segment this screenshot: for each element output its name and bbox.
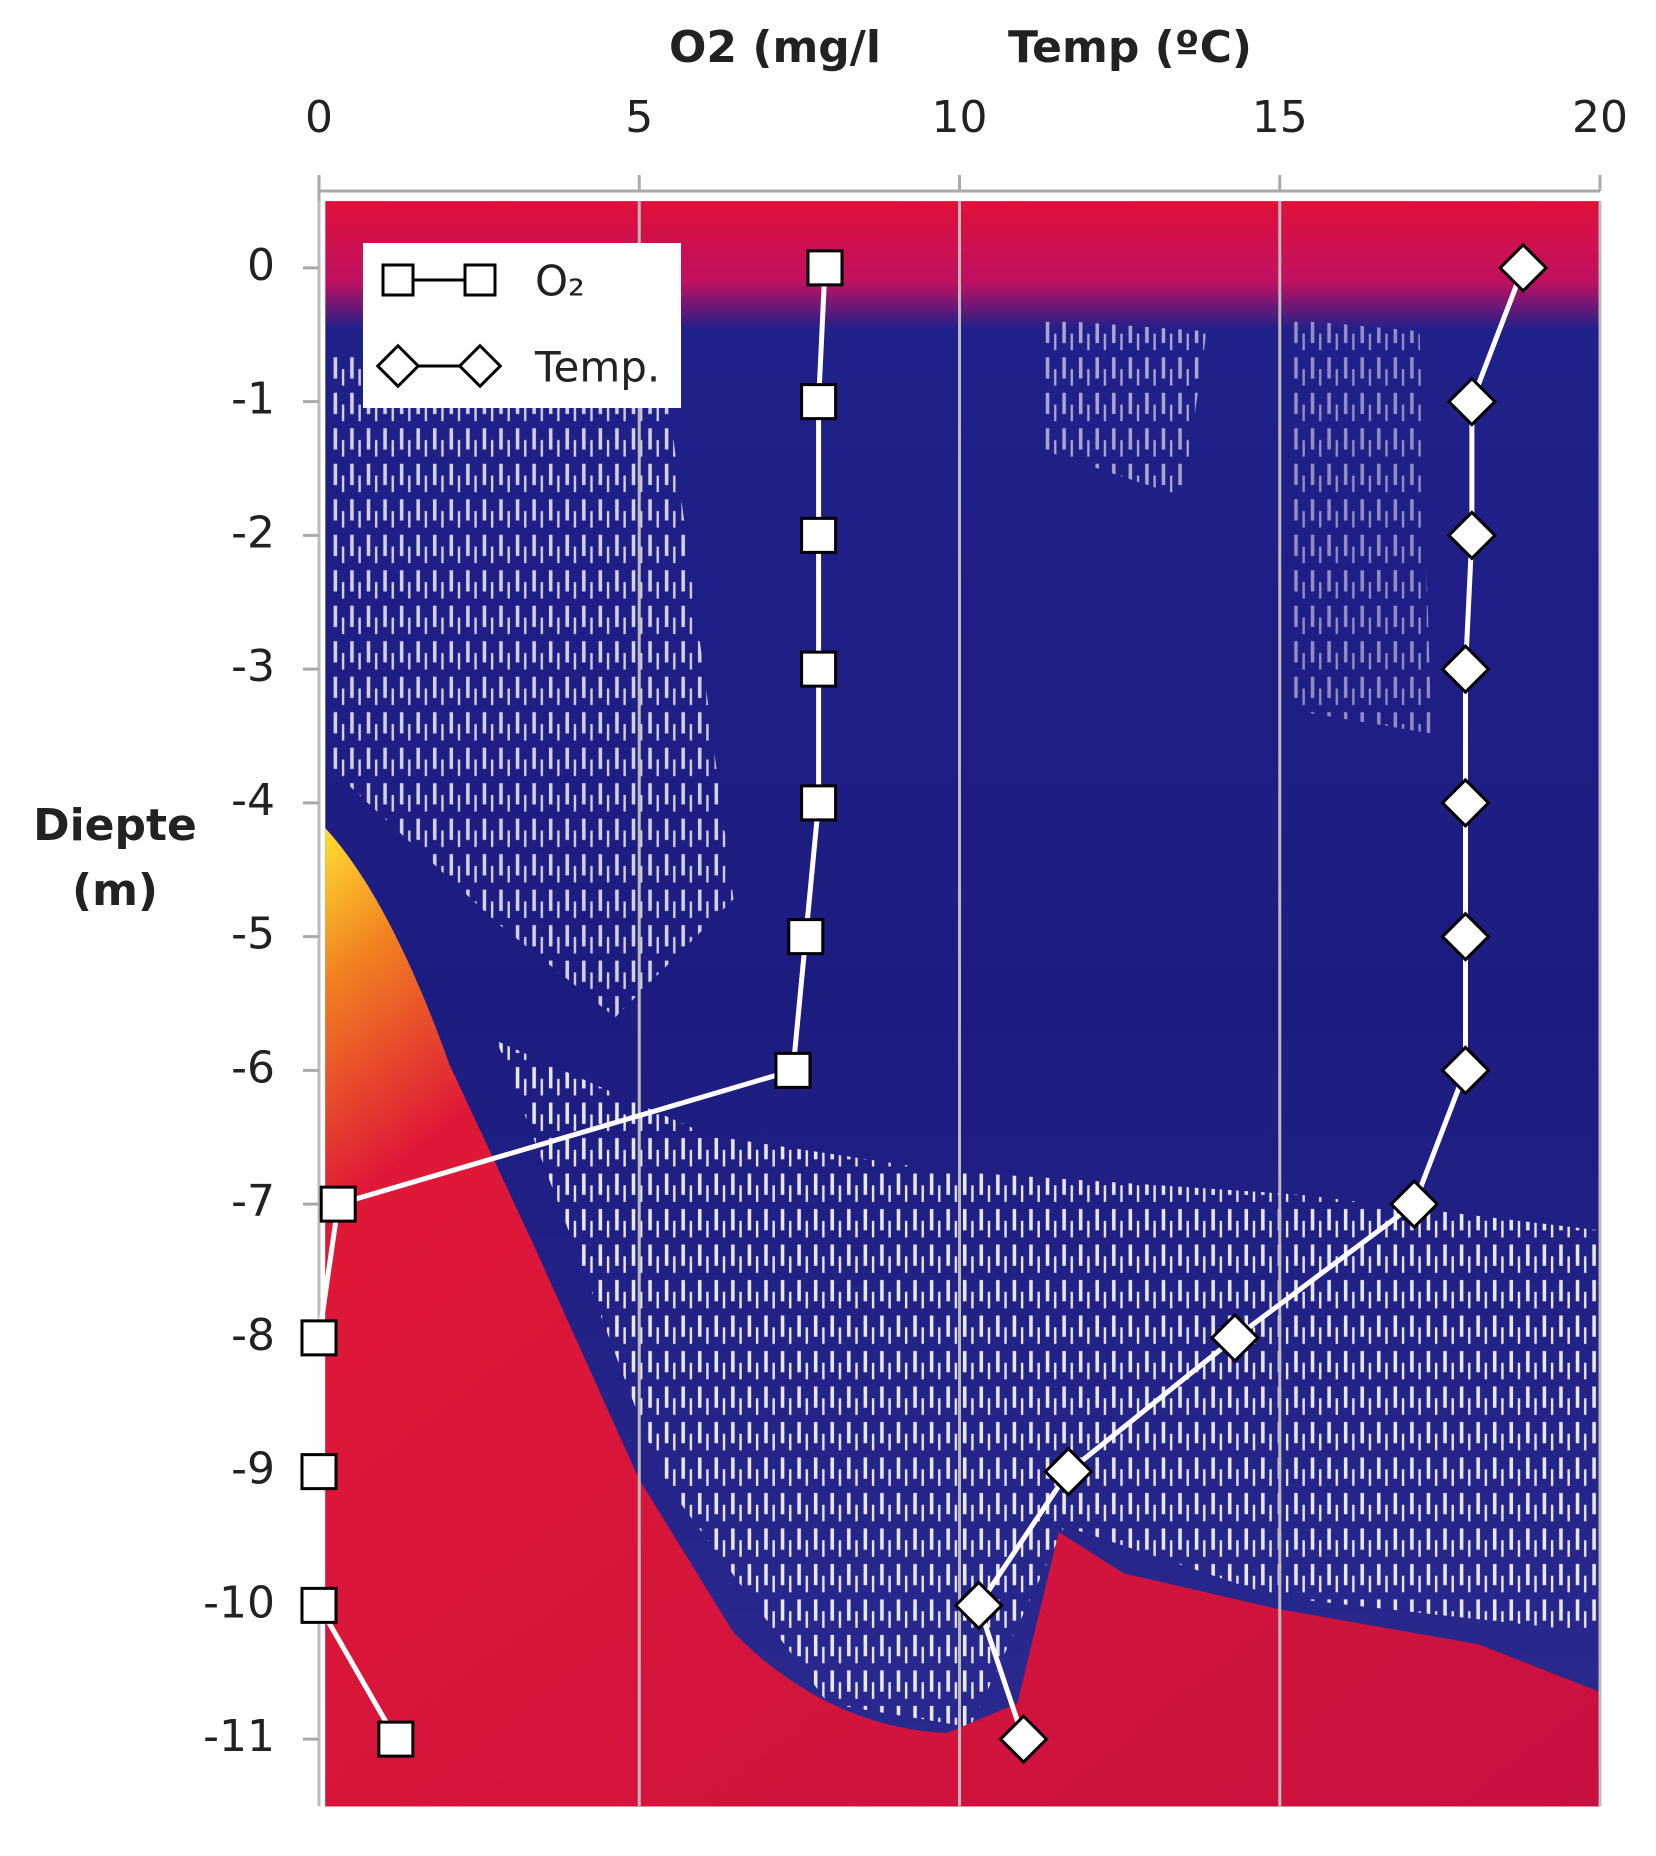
point <box>1498 242 1549 293</box>
point <box>774 1051 812 1089</box>
point <box>300 1453 338 1491</box>
y-tick-label: -11 <box>203 1711 275 1762</box>
axis-titles: O2 (mg/l Temp (ºC) Diepte (m) <box>33 22 1252 916</box>
point <box>1446 510 1497 561</box>
point <box>800 383 838 421</box>
y-tick-label: -1 <box>231 374 275 425</box>
y-axis-title: (m) <box>72 865 158 916</box>
legend: O₂ Temp. <box>363 243 681 408</box>
echogram-background <box>325 201 1600 1807</box>
x-tick-label: 0 <box>305 92 333 143</box>
point <box>300 1319 338 1357</box>
y-tick-label: -2 <box>231 507 275 558</box>
point <box>1389 1179 1440 1230</box>
y-tick-label: -10 <box>203 1577 275 1628</box>
y-tick-label: -9 <box>231 1444 275 1495</box>
y-axis-title: Diepte <box>33 800 197 851</box>
y-tick-label: 0 <box>247 240 275 291</box>
point <box>319 1185 357 1223</box>
point <box>1440 911 1491 962</box>
legend-label: Temp. <box>534 343 660 392</box>
point <box>1440 777 1491 828</box>
x-axis-title: Temp (ºC) <box>1008 22 1252 73</box>
series-line <box>316 267 828 1741</box>
point <box>300 1586 338 1624</box>
point <box>381 263 415 297</box>
x-tick-label: 20 <box>1572 92 1628 143</box>
point <box>1446 376 1497 427</box>
x-tick-label: 15 <box>1252 92 1308 143</box>
y-tick-label: -6 <box>231 1042 275 1093</box>
point <box>457 343 503 389</box>
point <box>800 784 838 822</box>
legend-label: O₂ <box>535 257 585 306</box>
y-tick-label: -8 <box>231 1310 275 1361</box>
y-tick-label: -5 <box>231 909 275 960</box>
point <box>1440 1045 1491 1096</box>
point <box>787 918 825 956</box>
point <box>1209 1312 1260 1363</box>
x-tick-label: 10 <box>932 92 988 143</box>
legend-box <box>363 243 681 408</box>
point <box>800 650 838 688</box>
point <box>375 343 421 389</box>
x-axis-title: O2 (mg/l <box>669 22 881 73</box>
y-tick-label: -4 <box>231 775 275 826</box>
point <box>377 1720 415 1758</box>
point <box>1440 644 1491 695</box>
point <box>953 1580 1004 1631</box>
point <box>463 263 497 297</box>
y-tick-label: -7 <box>231 1176 275 1227</box>
x-tick-label: 5 <box>625 92 653 143</box>
y-tick-label: -3 <box>231 641 275 692</box>
point <box>806 249 844 287</box>
point <box>800 516 838 554</box>
point <box>1043 1446 1094 1497</box>
point <box>998 1714 1049 1765</box>
